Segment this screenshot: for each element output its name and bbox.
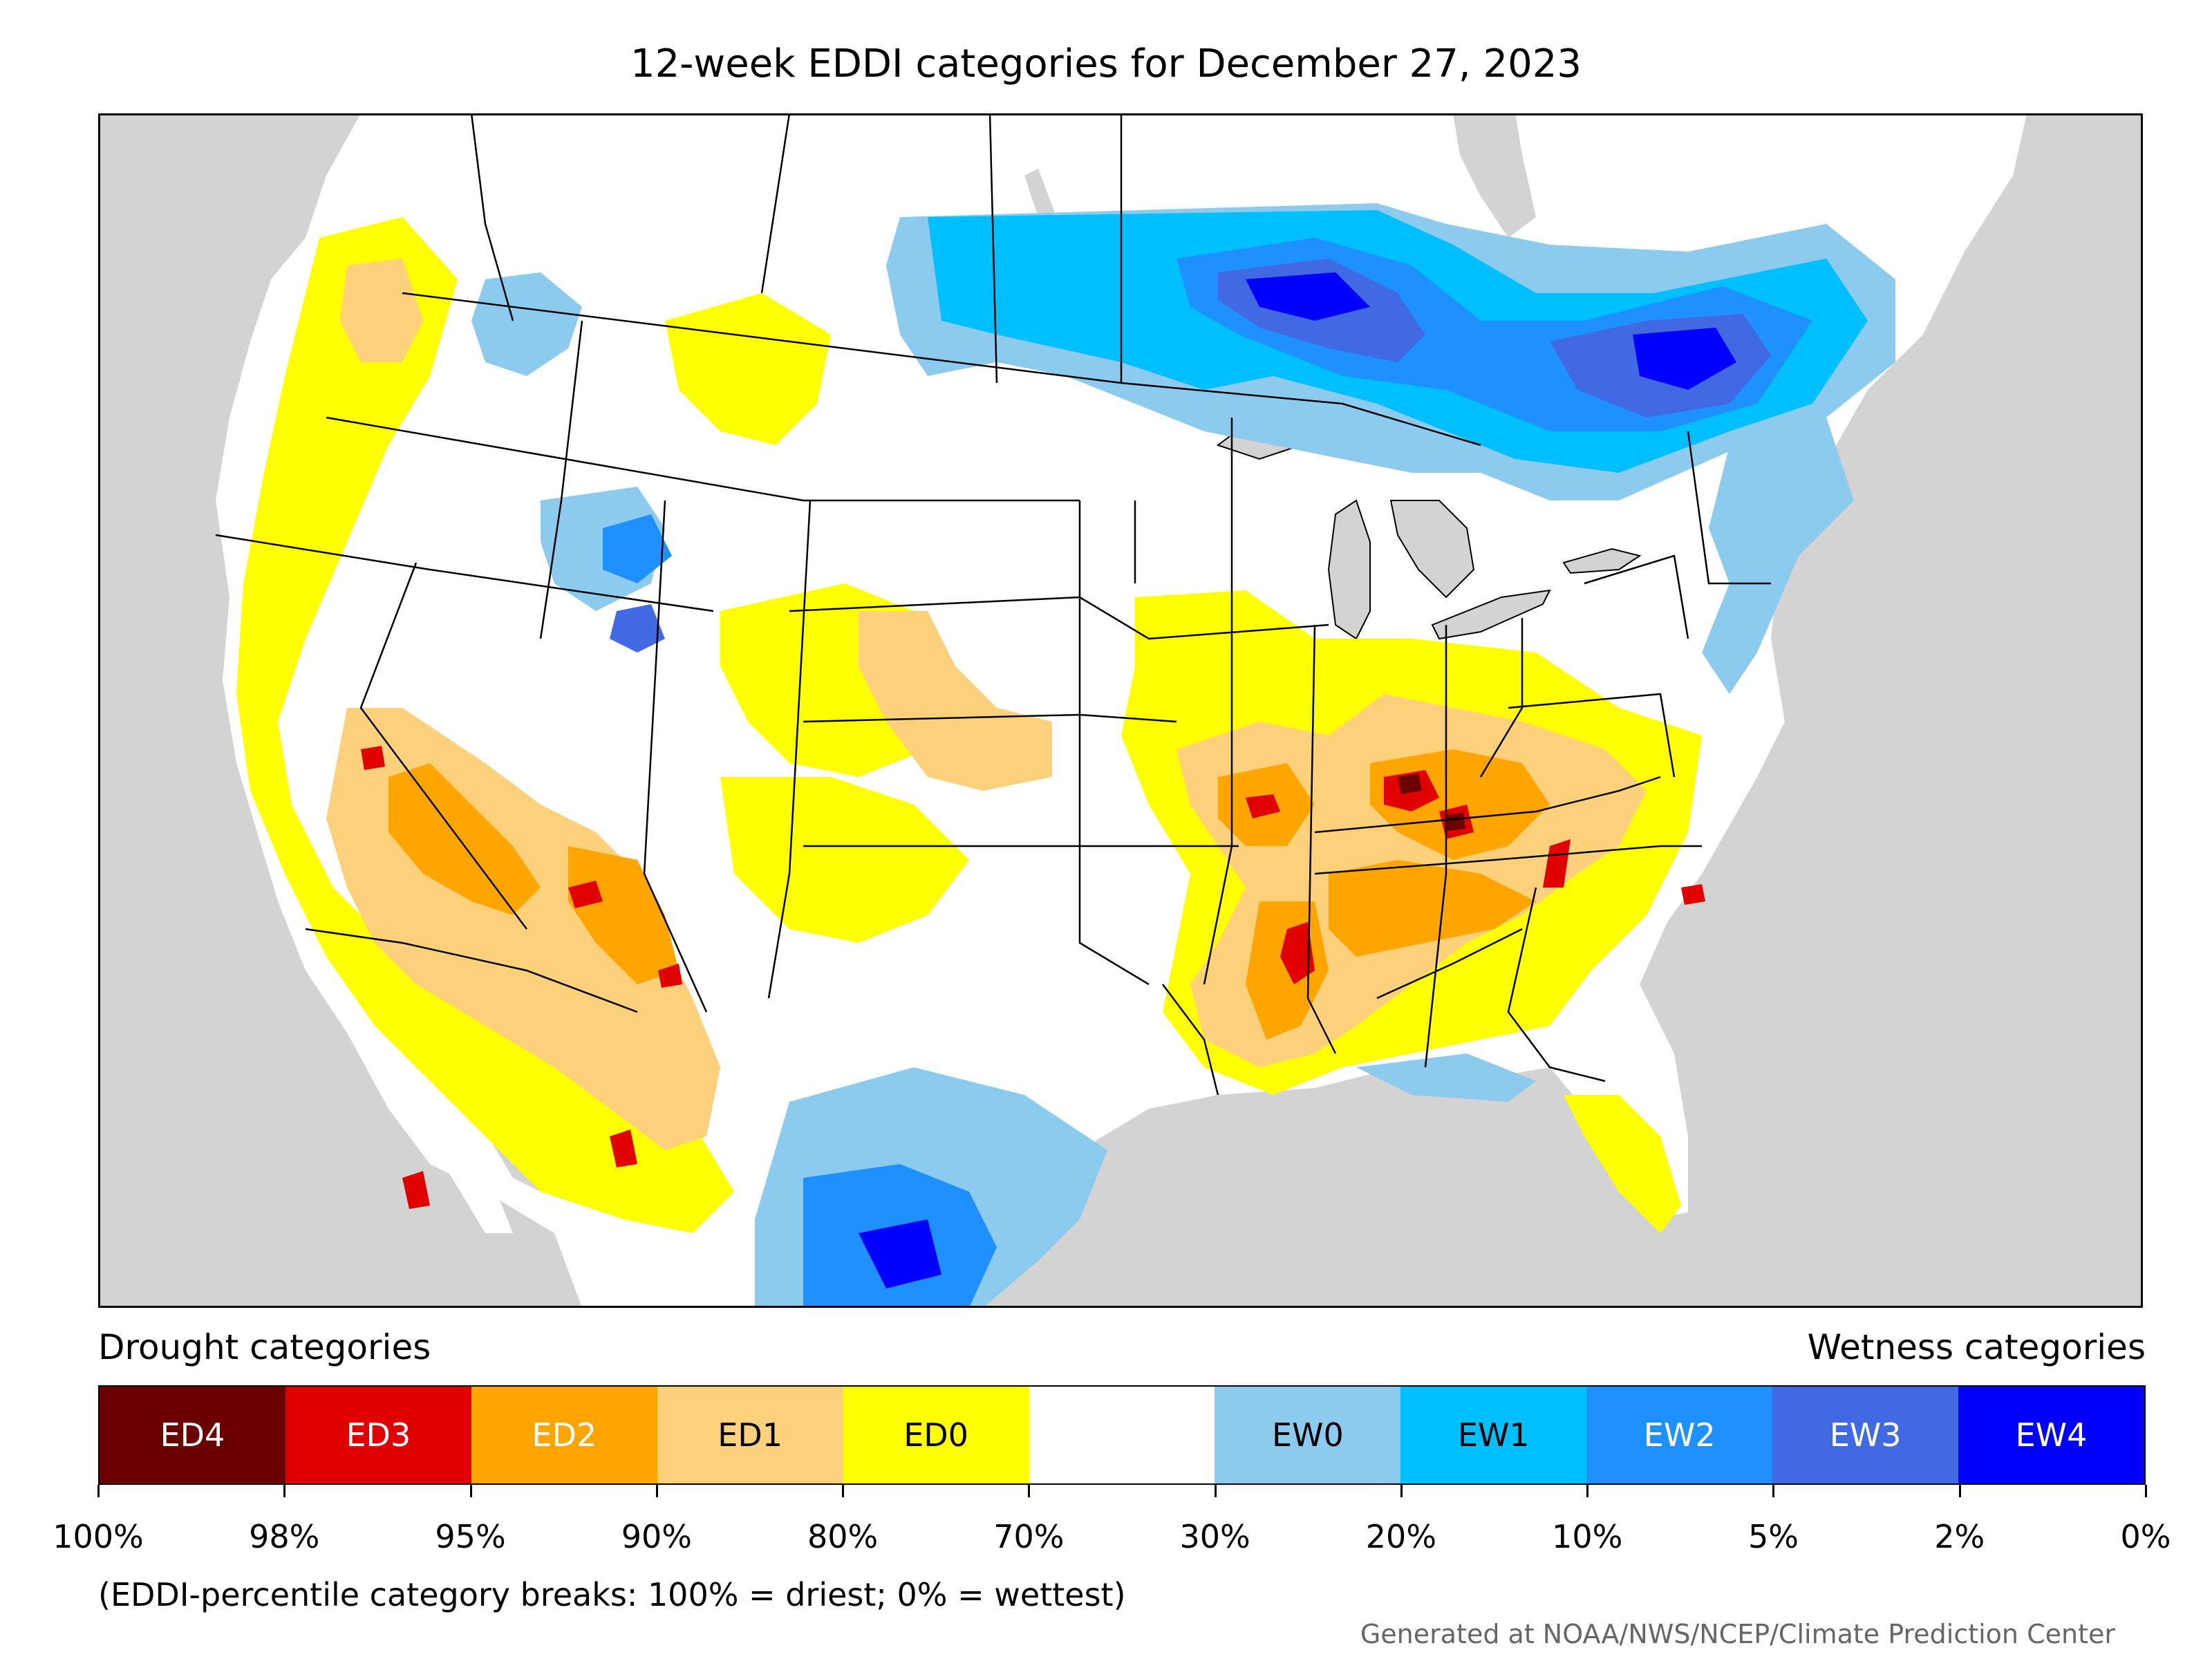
colorbar-tick: [469, 1485, 472, 1497]
wet-region-texas-ew4: [859, 1219, 941, 1288]
political-boundaries: [215, 113, 1771, 1096]
colorbar-cell-ew0: EW0: [1215, 1387, 1401, 1483]
drought-categories-heading: Drought categories: [98, 1327, 431, 1367]
colorbar-tick-label: 95%: [435, 1518, 506, 1555]
drought-ed2-midwest: [1218, 749, 1550, 957]
wet-region-gulf-coast: [1356, 1053, 1536, 1102]
colorbar-tick-label: 100%: [53, 1518, 144, 1555]
eddi-map: [98, 113, 2143, 1308]
colorbar-cell-neutral: [1029, 1387, 1215, 1483]
colorbar-tick: [842, 1485, 845, 1497]
colorbar-tick-label: 98%: [249, 1518, 320, 1555]
colorbar-tick-label: 90%: [621, 1518, 692, 1555]
category-colorbar: ED4 ED3 ED2 ED1 ED0 EW0 EW1 EW2 EW3 EW4: [98, 1385, 2146, 1485]
colorbar-tick-label: 5%: [1747, 1518, 1799, 1555]
drought-ed2-west: [388, 763, 679, 984]
wet-region-wyoming: [603, 514, 672, 583]
colorbar-cell-ed2: ED2: [471, 1387, 657, 1483]
drought-ed0-mountain: [665, 293, 969, 943]
colorbar-tick: [1586, 1485, 1589, 1497]
drought-ed1-nw: [340, 259, 423, 362]
lake-erie: [1431, 589, 1551, 640]
colorbar-tick-labels: 100% 98% 95% 90% 80% 70% 30% 20% 10% 5% 2% 0%: [53, 1518, 2171, 1559]
lake-ontario: [1562, 547, 1642, 574]
category-breaks-note: (EDDI-percentile category breaks: 100% =…: [98, 1576, 1126, 1613]
colorbar-tick: [1772, 1485, 1775, 1497]
credit-line: Generated at NOAA/NWS/NCEP/Climate Predi…: [1360, 1619, 2115, 1649]
lake-michigan: [1327, 499, 1371, 640]
colorbar-tick: [1400, 1485, 1403, 1497]
colorbar-tick: [1958, 1485, 1961, 1497]
lake-huron: [1389, 500, 1475, 599]
colorbar-tick-label: 20%: [1365, 1518, 1437, 1555]
colorbar-tick-label: 80%: [807, 1518, 879, 1555]
colorbar-cell-ed0: ED0: [843, 1387, 1029, 1483]
wet-region-northeast: [1702, 418, 1854, 694]
colorbar-tick-label: 0%: [2120, 1518, 2171, 1555]
colorbar-cell-ew4: EW4: [1958, 1387, 2144, 1483]
wet-region-ew4-canada: [1246, 272, 1736, 390]
colorbar-tick-label: 2%: [1934, 1518, 1985, 1555]
colorbar-cell-ew1: EW1: [1400, 1387, 1587, 1483]
drought-ed0-florida: [1564, 1095, 1681, 1233]
map-title: 12-week EDDI categories for December 27,…: [630, 41, 1582, 86]
drought-ed4-spots: [1398, 774, 1465, 831]
colorbar-ticks: [97, 1485, 2147, 1499]
colorbar-tick: [1214, 1485, 1217, 1497]
colorbar-cell-ew2: EW2: [1586, 1387, 1773, 1483]
colorbar-tick: [97, 1485, 100, 1497]
wetness-categories-heading: Wetness categories: [1807, 1327, 2146, 1367]
colorbar-tick-label: 30%: [1179, 1518, 1250, 1555]
colorbar-tick-label: 70%: [993, 1518, 1065, 1555]
drought-ed1-central: [859, 611, 1052, 791]
colorbar-cell-ed1: ED1: [657, 1387, 843, 1483]
colorbar-cell-ed3: ED3: [285, 1387, 471, 1483]
colorbar-tick-label: 10%: [1552, 1518, 1623, 1555]
map-border: [98, 113, 2143, 1308]
colorbar-cell-ed4: ED4: [100, 1387, 285, 1483]
eddi-shading: [236, 203, 1895, 1308]
colorbar-cell-ew3: EW3: [1772, 1387, 1959, 1483]
colorbar-tick: [1028, 1485, 1031, 1497]
colorbar-tick: [2145, 1485, 2147, 1497]
hudson-bay-edge: [1453, 113, 1536, 238]
colorbar-tick: [655, 1485, 658, 1497]
colorbar-tick: [283, 1485, 286, 1497]
wet-region-utah: [610, 604, 665, 653]
drought-ed0-west: [236, 217, 734, 1233]
